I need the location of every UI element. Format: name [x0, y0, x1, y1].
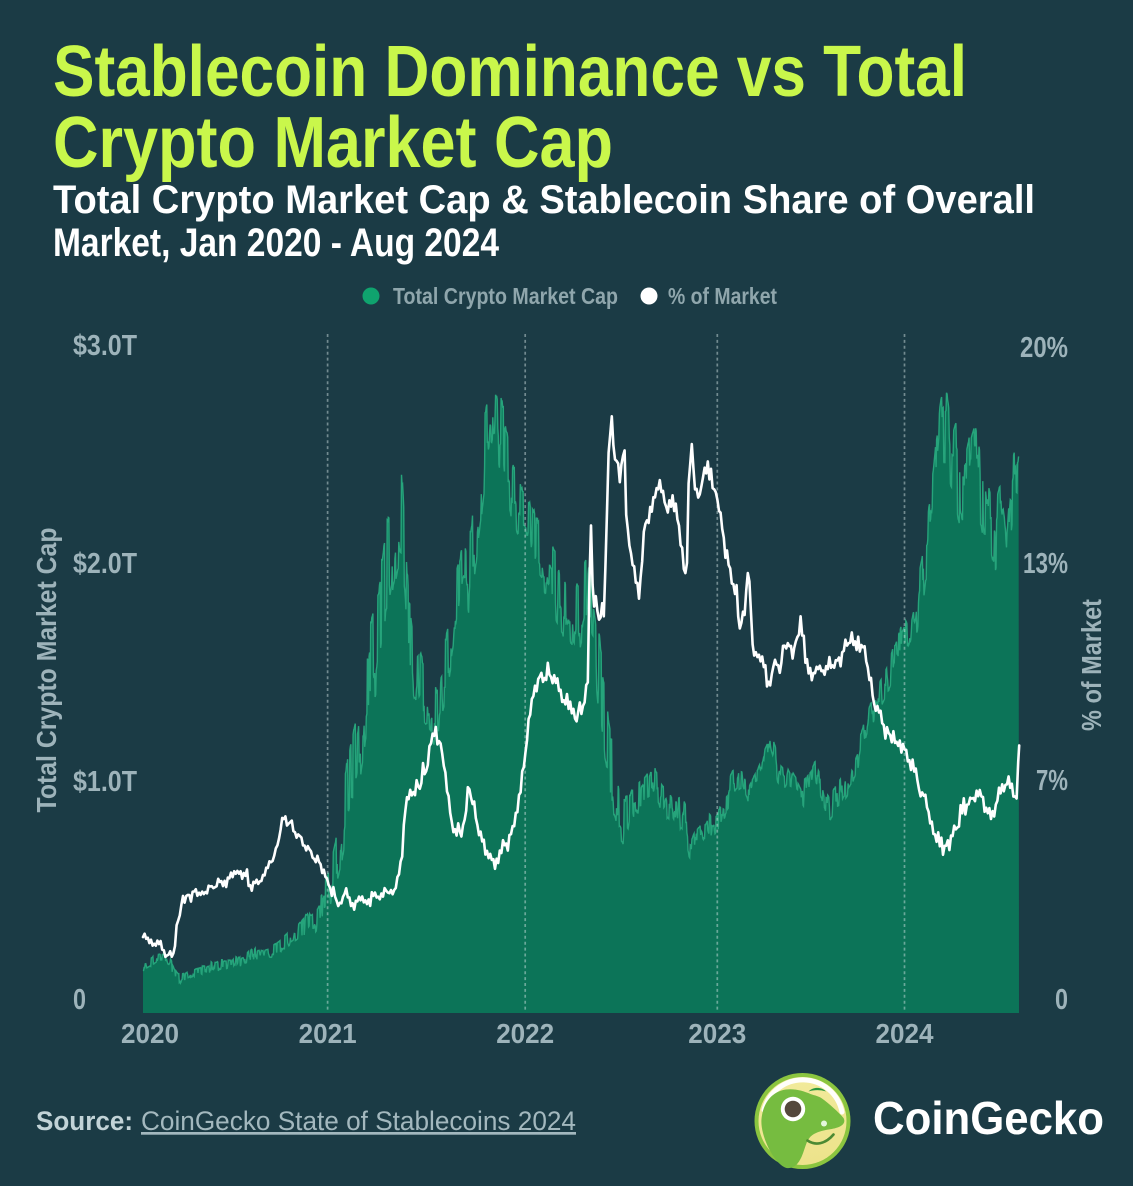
svg-text:2023: 2023 [688, 1018, 746, 1049]
svg-text:20%: 20% [1020, 332, 1068, 364]
svg-text:Total Crypto Market Cap: Total Crypto Market Cap [393, 283, 618, 309]
svg-text:Market, Jan 2020 - Aug 2024: Market, Jan 2020 - Aug 2024 [53, 221, 500, 265]
svg-text:0: 0 [1055, 984, 1068, 1016]
svg-text:2020: 2020 [121, 1018, 179, 1049]
svg-text:Total Crypto Market Cap & Stab: Total Crypto Market Cap & Stablecoin Sha… [53, 178, 1035, 222]
svg-text:% of Market: % of Market [668, 283, 777, 309]
svg-text:% of Market: % of Market [1076, 599, 1107, 731]
svg-text:2022: 2022 [496, 1018, 554, 1049]
svg-text:CoinGecko: CoinGecko [873, 1092, 1104, 1144]
svg-text:2021: 2021 [299, 1018, 357, 1049]
svg-text:13%: 13% [1023, 548, 1068, 580]
svg-text:CoinGecko State of Stablecoins: CoinGecko State of Stablecoins 2024 [141, 1106, 576, 1136]
svg-text:Crypto Market Cap: Crypto Market Cap [53, 103, 613, 183]
svg-text:0: 0 [73, 984, 86, 1016]
svg-text:$2.0T: $2.0T [73, 548, 137, 580]
svg-text:Stablecoin Dominance vs Total: Stablecoin Dominance vs Total [53, 32, 967, 112]
svg-text:$3.0T: $3.0T [73, 330, 137, 362]
svg-text:7%: 7% [1036, 765, 1068, 797]
svg-text:Total Crypto Market Cap: Total Crypto Market Cap [31, 528, 62, 813]
svg-text:$1.0T: $1.0T [73, 766, 137, 798]
svg-text:2024: 2024 [876, 1018, 934, 1049]
svg-text:Source:: Source: [36, 1106, 133, 1136]
